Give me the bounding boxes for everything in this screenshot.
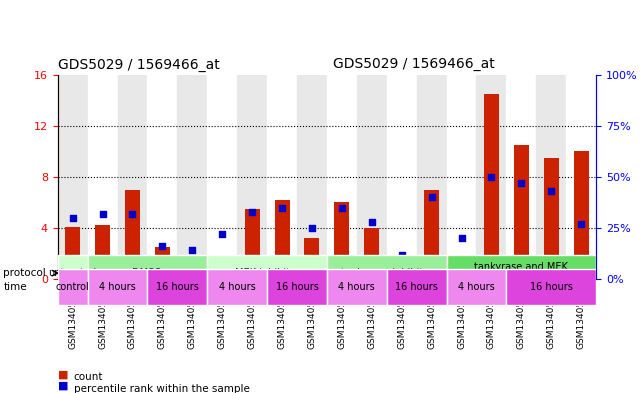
Bar [155, 247, 170, 279]
FancyBboxPatch shape [58, 255, 88, 291]
Bar [88, 75, 117, 279]
Bar [574, 151, 588, 279]
Point [217, 231, 228, 237]
Bar [274, 200, 290, 279]
Text: percentile rank within the sample: percentile rank within the sample [74, 384, 249, 393]
Text: 16 hours: 16 hours [395, 282, 438, 292]
Point [546, 188, 556, 194]
Text: DMSO: DMSO [133, 268, 162, 278]
Bar [327, 75, 357, 279]
Bar [537, 75, 566, 279]
Bar [117, 75, 147, 279]
Point [187, 247, 197, 253]
Bar [304, 238, 319, 279]
FancyBboxPatch shape [207, 255, 327, 291]
FancyBboxPatch shape [267, 269, 327, 305]
Text: 4 hours: 4 hours [99, 282, 136, 292]
Point [487, 174, 497, 180]
Point [576, 221, 587, 227]
Text: 16 hours: 16 hours [276, 282, 319, 292]
Point [397, 252, 407, 258]
Bar [335, 202, 349, 279]
Text: 16 hours: 16 hours [530, 282, 572, 292]
Bar [476, 75, 506, 279]
Point [128, 211, 138, 217]
Text: protocol: protocol [3, 268, 46, 278]
Point [277, 204, 287, 211]
FancyBboxPatch shape [387, 269, 447, 305]
Bar [506, 75, 537, 279]
Point [97, 211, 108, 217]
Bar [58, 75, 88, 279]
Point [337, 204, 347, 211]
Text: count: count [74, 372, 103, 382]
Bar [125, 189, 140, 279]
Bar [297, 75, 327, 279]
Bar [178, 75, 207, 279]
Bar [364, 228, 379, 279]
FancyBboxPatch shape [447, 255, 596, 291]
Bar [424, 189, 439, 279]
Point [426, 194, 437, 200]
Bar [566, 75, 596, 279]
FancyBboxPatch shape [506, 269, 596, 305]
Text: ■: ■ [58, 369, 68, 379]
Bar [447, 75, 476, 279]
Text: GDS5029 / 1569466_at: GDS5029 / 1569466_at [58, 58, 219, 72]
FancyBboxPatch shape [88, 269, 147, 305]
Bar [544, 158, 559, 279]
Point [157, 243, 167, 250]
Text: MEK inhibitor: MEK inhibitor [235, 268, 299, 278]
Bar [267, 75, 297, 279]
Text: time: time [3, 282, 27, 292]
Bar [417, 75, 447, 279]
FancyBboxPatch shape [58, 269, 88, 305]
Point [456, 235, 467, 241]
Bar [215, 264, 229, 279]
Text: tankyrase and MEK
inhibitors: tankyrase and MEK inhibitors [474, 263, 569, 284]
Bar [245, 209, 260, 279]
FancyBboxPatch shape [327, 269, 387, 305]
Bar [484, 94, 499, 279]
Bar [95, 225, 110, 279]
Bar [454, 260, 469, 279]
Text: tankyrase inhibitor: tankyrase inhibitor [340, 268, 433, 278]
Bar [237, 75, 267, 279]
Text: ■: ■ [58, 381, 68, 391]
Bar [394, 271, 409, 279]
Text: 4 hours: 4 hours [219, 282, 256, 292]
Point [516, 180, 526, 186]
Bar [207, 75, 237, 279]
Bar [185, 273, 200, 279]
FancyBboxPatch shape [447, 269, 506, 305]
Point [367, 219, 377, 225]
Bar [357, 75, 387, 279]
Text: 4 hours: 4 hours [338, 282, 375, 292]
Text: untreated: untreated [49, 268, 97, 278]
FancyBboxPatch shape [147, 269, 207, 305]
FancyBboxPatch shape [327, 255, 447, 291]
Text: 16 hours: 16 hours [156, 282, 199, 292]
Text: control: control [56, 282, 90, 292]
Point [307, 225, 317, 231]
Text: GDS5029 / 1569466_at: GDS5029 / 1569466_at [333, 57, 494, 71]
FancyBboxPatch shape [88, 255, 207, 291]
Point [67, 215, 78, 221]
Bar [147, 75, 178, 279]
FancyBboxPatch shape [207, 269, 267, 305]
Text: 4 hours: 4 hours [458, 282, 495, 292]
Bar [65, 227, 80, 279]
Bar [387, 75, 417, 279]
Bar [514, 145, 529, 279]
Point [247, 208, 257, 215]
